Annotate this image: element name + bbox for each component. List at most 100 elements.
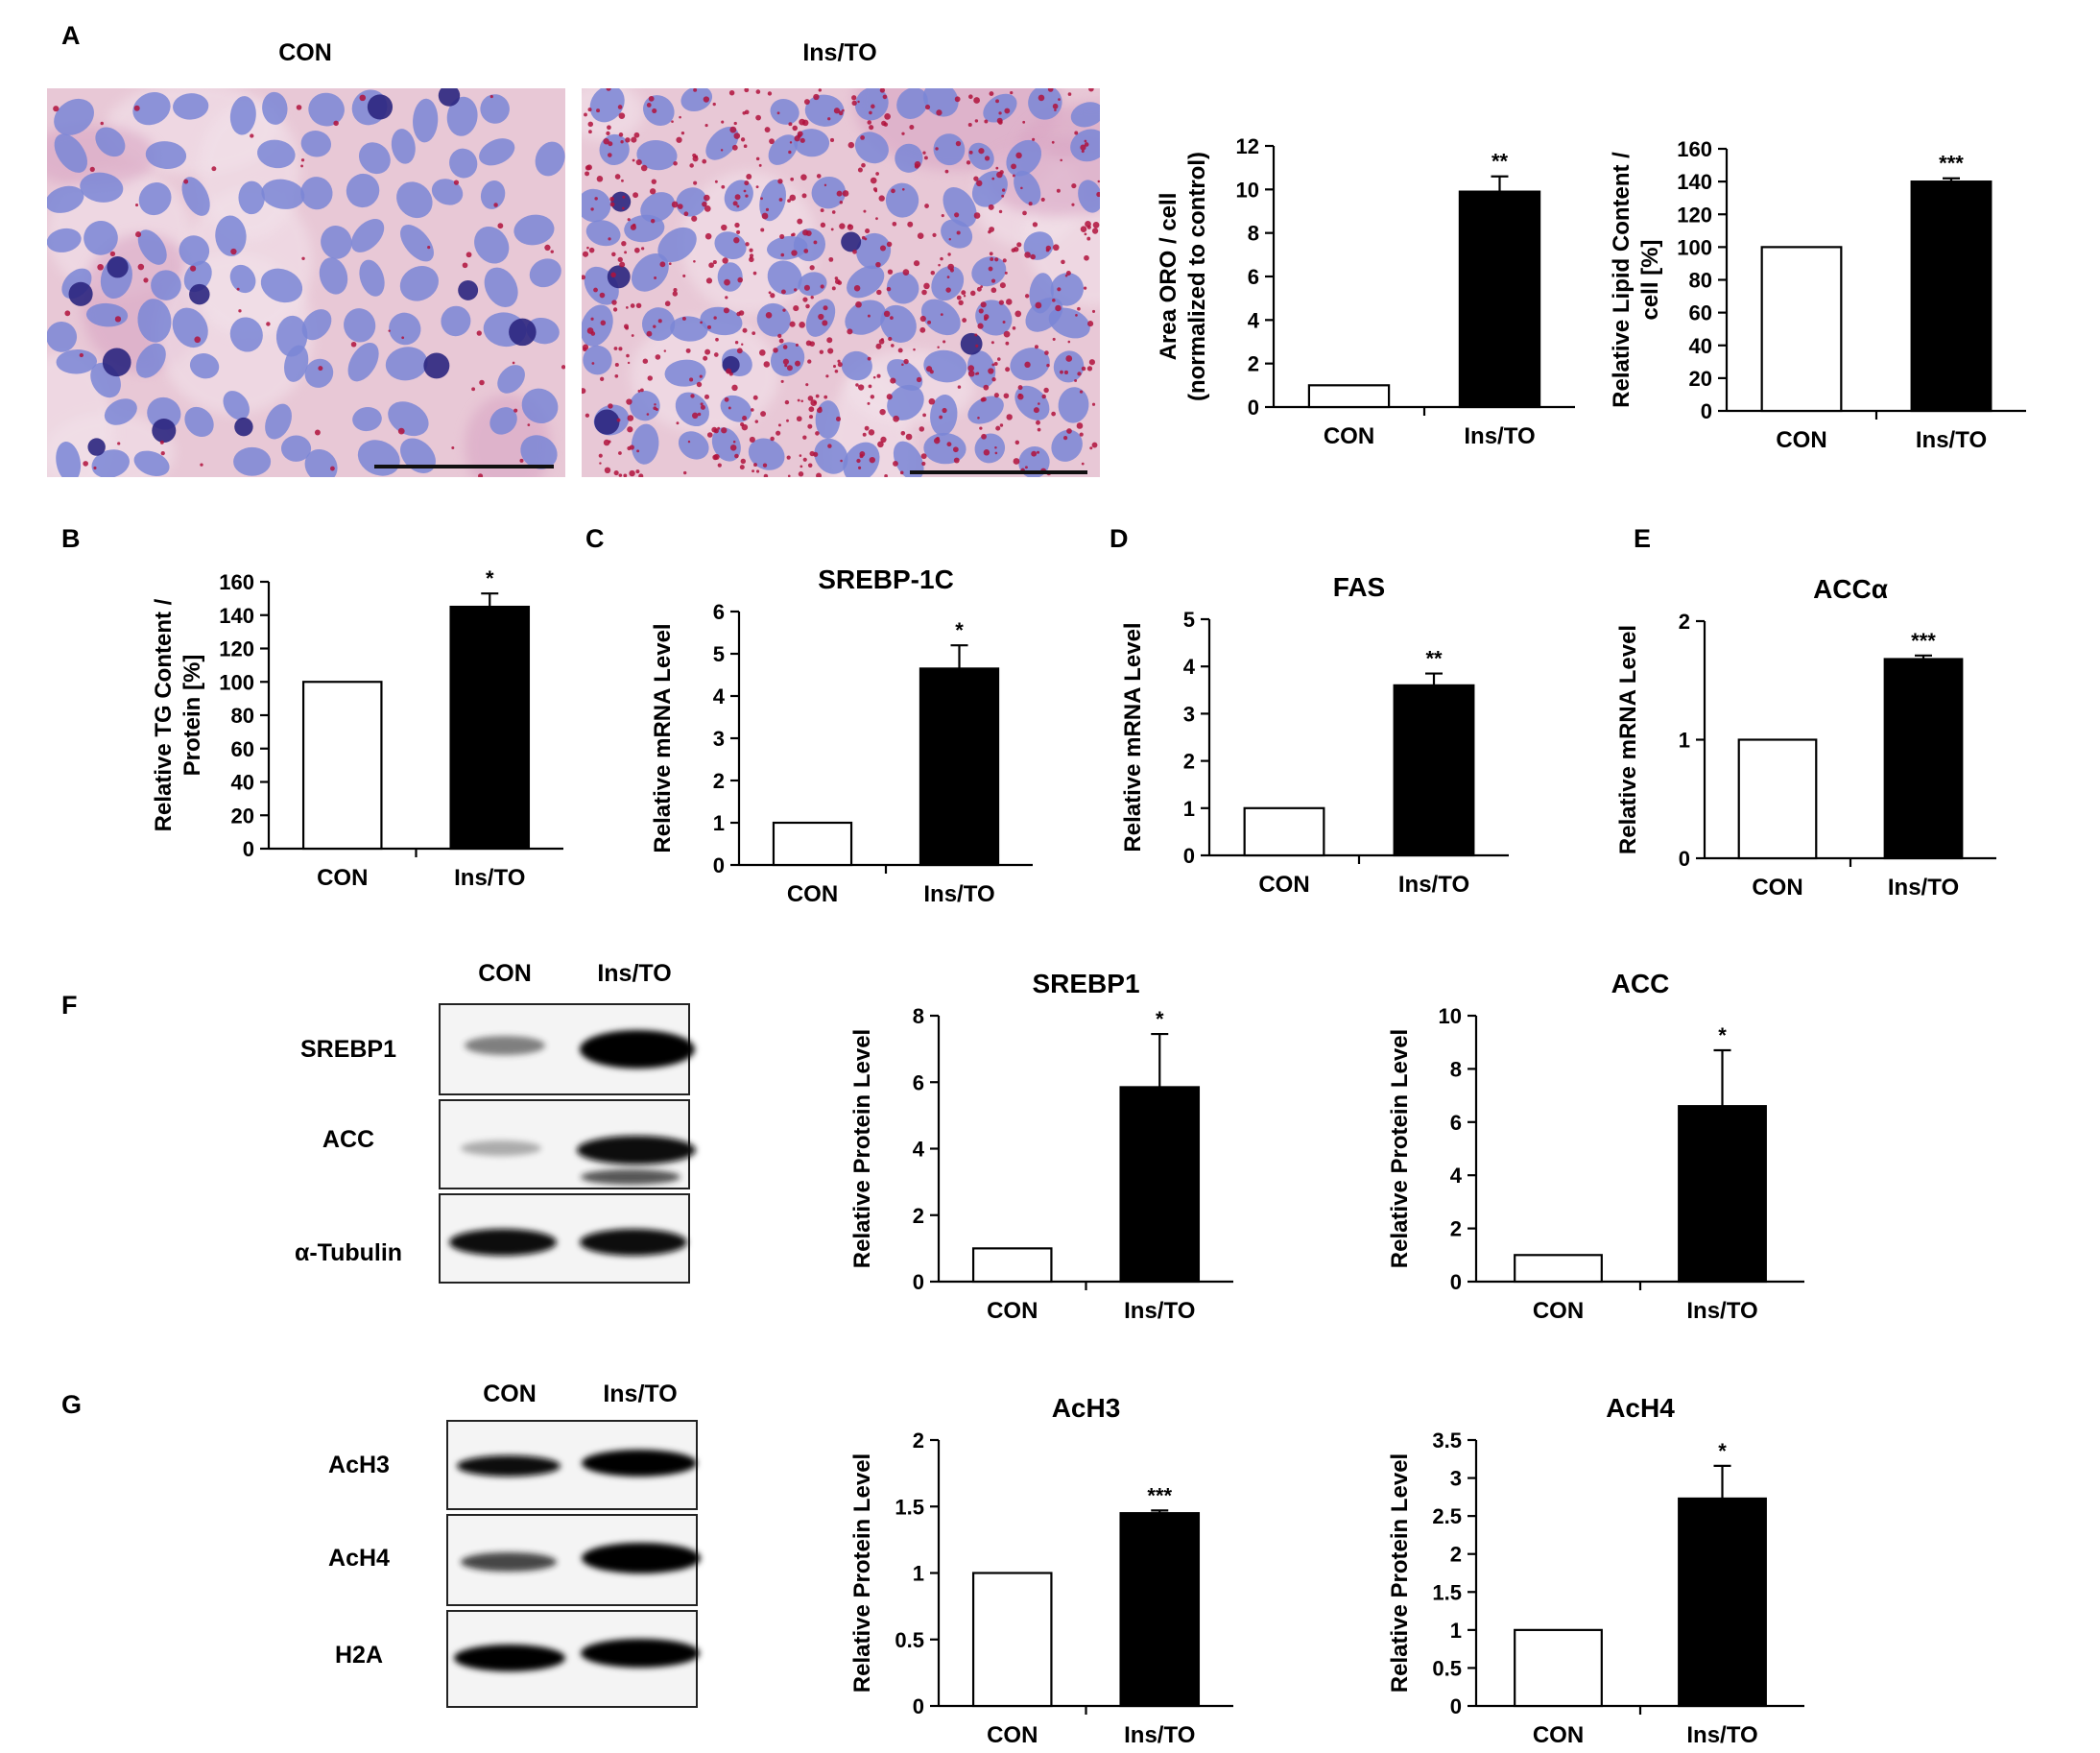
lipid-droplet	[1089, 446, 1093, 450]
lipid-droplet	[704, 394, 710, 399]
y-tick-label: 20	[231, 804, 254, 828]
lipid-droplet	[980, 285, 984, 288]
lipid-droplet	[1086, 366, 1093, 372]
lipid-droplet	[64, 310, 71, 317]
lipid-droplet	[1091, 228, 1099, 234]
lipid-droplet	[865, 228, 871, 234]
lipid-droplet	[1043, 387, 1049, 394]
lipid-droplet	[238, 309, 242, 313]
lipid-droplet	[807, 423, 813, 429]
lipid-droplet	[835, 416, 842, 421]
lipid-droplet	[700, 402, 704, 406]
y-tick-label: 10	[1439, 1004, 1462, 1028]
micrograph-insto-cells	[582, 88, 1100, 477]
lipid-droplet	[801, 193, 807, 199]
cell-nucleus	[983, 93, 1017, 123]
lipid-droplet	[600, 320, 607, 326]
lipid-droplet	[995, 166, 999, 170]
lipid-droplet	[879, 88, 886, 93]
lipid-droplet	[100, 121, 104, 126]
y-tick-label: 1.5	[1432, 1580, 1462, 1604]
lipid-droplet	[967, 122, 972, 128]
lipid-droplet	[834, 278, 841, 285]
cell-nucleus	[399, 266, 439, 301]
lipid-droplet	[685, 348, 691, 353]
lipid-droplet	[924, 104, 931, 110]
cell-nucleus	[400, 225, 434, 262]
cell-nucleus	[319, 257, 348, 295]
cell-nucleus	[1051, 429, 1083, 462]
lipid-droplet	[626, 353, 630, 358]
y-tick-label: 20	[1689, 367, 1712, 391]
lipid-droplet	[956, 230, 961, 235]
lipid-droplet	[924, 204, 929, 208]
significance-label: ***	[1147, 1483, 1172, 1507]
lipid-droplet	[734, 340, 739, 345]
bar-insto	[1393, 684, 1475, 857]
cell-nucleus	[179, 235, 210, 267]
cell-nucleus	[521, 388, 559, 424]
lipid-droplet	[749, 256, 754, 263]
lipid-droplet	[807, 396, 814, 401]
lipid-droplet	[1034, 345, 1038, 349]
lipid-droplet	[782, 345, 788, 349]
lipid-droplet	[861, 235, 866, 240]
lipid-droplet	[706, 432, 713, 438]
dense-nucleus	[438, 88, 461, 107]
y-tick-label: 6	[713, 600, 725, 624]
lipid-droplet	[717, 463, 722, 468]
lipid-droplet	[773, 348, 778, 353]
lipid-droplet	[1006, 414, 1013, 420]
lipid-droplet	[958, 300, 964, 306]
lipid-droplet	[582, 388, 586, 395]
y-tick-label: 1	[713, 811, 725, 835]
lipid-droplet	[870, 395, 875, 399]
micro-ins-texture	[582, 88, 1100, 477]
lipid-droplet	[763, 361, 771, 368]
lipid-droplet	[627, 361, 631, 365]
lipid-droplet	[853, 284, 861, 292]
lipid-droplet	[679, 115, 681, 119]
cell-nucleus	[189, 353, 220, 379]
cell-nucleus	[284, 345, 309, 382]
lipid-droplet	[802, 435, 807, 440]
lipid-droplet	[137, 263, 145, 271]
lipid-droplet	[973, 176, 979, 181]
lipid-droplet	[968, 150, 973, 155]
cell-nucleus	[920, 299, 961, 336]
lipid-droplet	[1004, 271, 1008, 275]
lipid-droplet	[1014, 310, 1022, 318]
lipid-droplet	[974, 333, 978, 337]
lipid-droplet	[752, 271, 757, 276]
lipid-droplet	[1005, 367, 1011, 372]
lipid-droplet	[653, 324, 656, 328]
lipid-droplet	[805, 383, 809, 387]
lipid-droplet	[923, 282, 930, 290]
lipid-droplet	[617, 105, 623, 109]
western-blot-f: CON Ins/TO SREBP1 ACC α-Tubulin	[295, 960, 696, 1284]
lipid-droplet	[752, 469, 755, 473]
lipid-droplet	[1016, 242, 1022, 248]
x-category-label: Ins/TO	[1124, 1298, 1195, 1324]
lipid-droplet	[646, 413, 650, 416]
lipid-droplet	[1084, 232, 1087, 236]
lipid-droplet	[796, 416, 802, 422]
lipid-droplet	[786, 419, 789, 422]
cell-nucleus	[265, 403, 292, 440]
y-axis-title: Relative TG Content /	[151, 598, 177, 831]
lipid-droplet	[823, 305, 828, 311]
lipid-droplet	[671, 201, 679, 208]
y-tick-label: 4	[1248, 308, 1260, 332]
lipid-droplet	[930, 270, 936, 276]
lipid-droplet	[350, 341, 357, 348]
lipid-droplet	[820, 222, 826, 228]
cell-nucleus	[886, 272, 919, 304]
panel-letter-a: A	[61, 21, 81, 50]
lipid-droplet	[787, 474, 791, 477]
lipid-droplet	[940, 313, 943, 316]
chart-title: ACCα	[1813, 574, 1888, 604]
lipid-droplet	[776, 430, 781, 436]
micrograph-con	[47, 88, 565, 477]
chart-title: FAS	[1333, 572, 1385, 602]
lipid-droplet	[901, 363, 904, 367]
